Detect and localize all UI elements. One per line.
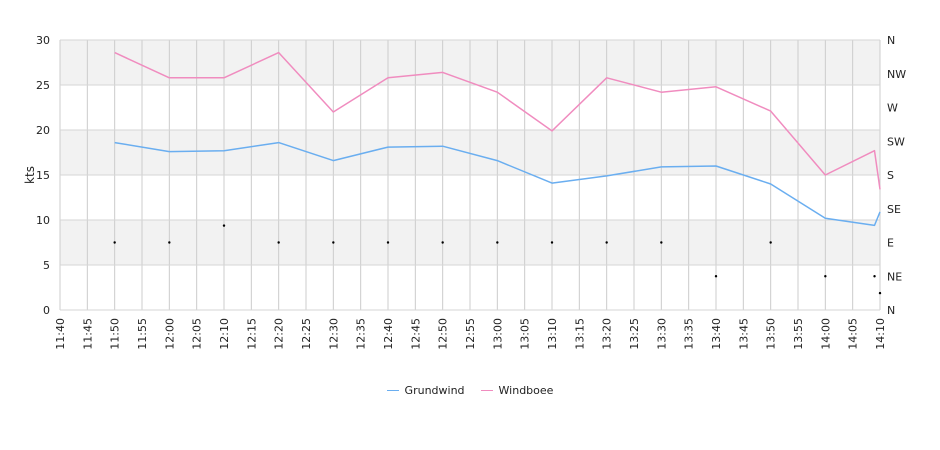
x-tick-label: 13:05 (519, 318, 532, 350)
direction-point (873, 275, 876, 278)
series-line-grundwind (114, 141, 881, 227)
y2-tick-label: E (887, 237, 894, 250)
x-tick-label: 11:55 (136, 318, 149, 350)
y-tick-label: 5 (43, 259, 50, 272)
y-tick-label: 25 (36, 79, 50, 92)
legend-label: Windboee (498, 384, 554, 397)
x-tick-label: 13:35 (683, 318, 696, 350)
legend: Grundwind Windboee (0, 384, 940, 397)
y-axis-ticks: 0 5 10 15 20 25 30 (36, 34, 50, 317)
direction-point (714, 275, 718, 278)
x-tick-label: 11:40 (54, 318, 67, 350)
y-tick-label: 30 (36, 34, 50, 47)
legend-item-windboee[interactable]: Windboee (480, 384, 554, 397)
series-line-windboee (114, 51, 881, 190)
x-tick-label: 12:10 (218, 318, 231, 350)
y2-tick-label: SE (887, 203, 901, 216)
direction-point (660, 241, 663, 244)
legend-item-grundwind[interactable]: Grundwind (386, 384, 465, 397)
y2-tick-label: SW (887, 135, 905, 148)
x-tick-label: 12:35 (355, 318, 368, 350)
direction-point (386, 241, 390, 244)
legend-swatch (386, 390, 399, 391)
x-tick-label: 14:00 (819, 318, 832, 350)
x-tick-label: 13:50 (765, 318, 778, 350)
x-tick-label: 13:40 (710, 318, 723, 350)
x-tick-label: 12:05 (191, 318, 204, 350)
x-tick-label: 14:05 (847, 318, 860, 350)
y2-tick-label: NW (887, 68, 906, 81)
x-tick-label: 12:20 (273, 318, 286, 350)
x-tick-label: 12:50 (437, 318, 450, 350)
direction-point (222, 224, 226, 227)
y-tick-label: 15 (36, 169, 50, 182)
x-axis-ticks: 11:40 11:45 11:50 11:55 12:00 12:05 12:10 12:15… (54, 318, 887, 350)
x-tick-label: 12:55 (464, 318, 477, 350)
x-tick-label: 13:55 (792, 318, 805, 350)
x-tick-label: 12:25 (300, 318, 313, 350)
legend-swatch (480, 390, 493, 391)
y-tick-label: 0 (43, 304, 50, 317)
direction-point (605, 241, 608, 244)
x-tick-label: 13:25 (628, 318, 641, 350)
x-tick-label: 13:45 (737, 318, 750, 350)
x-tick-label: 14:10 (874, 318, 887, 350)
x-tick-label: 13:20 (601, 318, 614, 350)
x-tick-label: 12:45 (409, 318, 422, 350)
y2-tick-label: NE (887, 270, 902, 283)
x-tick-label: 13:00 (491, 318, 504, 350)
direction-point (441, 241, 444, 244)
horizontal-gridlines (60, 39, 880, 311)
direction-point (332, 241, 335, 244)
x-tick-label: 12:40 (382, 318, 395, 350)
x-tick-label: 13:30 (655, 318, 668, 350)
y2-tick-label: N (887, 304, 895, 317)
y-axis-label: kts (23, 166, 37, 184)
x-tick-label: 11:50 (109, 318, 122, 350)
x-tick-label: 13:15 (573, 318, 586, 350)
x-tick-label: 11:45 (81, 318, 94, 350)
y-tick-label: 10 (36, 214, 50, 227)
direction-point (113, 241, 116, 244)
direction-point (878, 291, 882, 295)
legend-label: Grundwind (404, 384, 465, 397)
series-lines (114, 51, 881, 227)
y-tick-label: 20 (36, 124, 50, 137)
direction-markers (113, 224, 882, 295)
direction-point (550, 241, 554, 244)
x-tick-label: 13:10 (546, 318, 559, 350)
y2-axis-direction-ticks: N NE E SE S SW W NW N (887, 34, 906, 317)
direction-point (277, 241, 280, 244)
direction-point (824, 275, 827, 278)
x-tick-label: 12:00 (163, 318, 176, 350)
y2-tick-label: S (887, 169, 894, 182)
x-tick-label: 12:15 (245, 318, 258, 350)
direction-point (168, 241, 171, 244)
y2-tick-label: N (887, 34, 895, 47)
x-tick-label: 12:30 (327, 318, 340, 350)
y2-tick-label: W (887, 102, 898, 115)
direction-point (769, 241, 772, 244)
direction-point (496, 241, 499, 244)
